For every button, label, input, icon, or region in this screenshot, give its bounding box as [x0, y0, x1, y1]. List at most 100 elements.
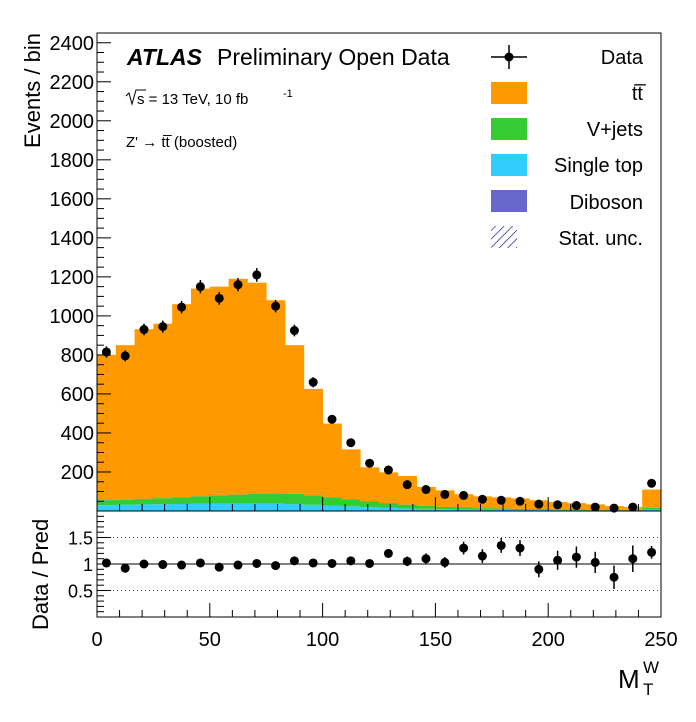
bar-tt-4: [172, 304, 192, 498]
data-point-13: [346, 438, 356, 448]
bar-single-top-2: [134, 504, 154, 511]
x-tick-label-0: 0: [91, 629, 102, 651]
bar-v-jets-13: [341, 499, 361, 507]
ratio-panel: 0.5 1 1.5 0 50 100 150 200 250 Data / Pred M W …: [28, 510, 678, 699]
bar-tt-17: [416, 487, 436, 506]
bar-v-jets-21: [491, 508, 511, 510]
data-point-10: [289, 326, 299, 336]
bar-tt-12: [322, 423, 342, 498]
ratio-reference-lines: [97, 537, 661, 591]
bar-tt-5: [190, 288, 211, 497]
main-y-tick-label-2: 600: [61, 384, 94, 406]
bar-single-top-16: [397, 508, 417, 511]
legend-label-ttbar: tt̅: [632, 83, 646, 105]
data-point-6: [214, 293, 224, 303]
bar-tt-7: [228, 278, 248, 495]
ratio-point-1: [120, 563, 130, 573]
data-point-0: [101, 347, 111, 357]
ratio-point-2: [139, 559, 149, 569]
main-y-axis: 200 400 600 800 1000 1200 1400 1600 1800 2000 2200…: [50, 32, 111, 502]
bar-single-top-21: [491, 509, 511, 511]
x-tick-label-5: 250: [644, 629, 677, 651]
data-point-26: [590, 502, 600, 512]
x-axis-title: M W T: [618, 658, 659, 699]
data-point-11: [308, 377, 318, 387]
data-point-21: [496, 495, 506, 505]
data-point-14: [365, 458, 375, 468]
ratio-y-tick-label-2: 1.5: [68, 529, 93, 549]
bar-tt-1: [115, 345, 135, 500]
bar-single-top-4: [172, 503, 192, 511]
main-y-tick-label-11: 2400: [50, 33, 95, 55]
ratio-point-26: [590, 557, 600, 567]
x-tick-label-3: 150: [419, 629, 452, 651]
bar-v-jets-4: [172, 497, 192, 504]
ratio-point-29: [647, 547, 657, 557]
bar-tt-14: [360, 467, 380, 502]
legend: Data tt̅ V+jets Single top Diboson Stat.…: [491, 45, 646, 250]
legend-entry-vjets: V+jets: [491, 118, 643, 141]
main-x-ticks: [96, 497, 662, 511]
ratio-point-12: [327, 558, 337, 568]
bar-tt-11: [303, 388, 323, 496]
bar-v-jets-18: [435, 506, 455, 510]
main-y-tick-label-7: 1600: [50, 189, 95, 211]
data-point-7: [233, 280, 243, 290]
main-y-tick-label-8: 1800: [50, 150, 95, 172]
legend-entry-singletop: Single top: [491, 154, 643, 177]
bar-tt-0: [97, 354, 117, 501]
bar-tt-2: [134, 329, 154, 499]
bar-v-jets-6: [209, 495, 229, 504]
bar-v-jets-9: [266, 493, 286, 504]
ratio-point-19: [459, 543, 469, 553]
ratio-y-axis-title: Data / Pred: [28, 519, 53, 630]
main-y-tick-label-3: 800: [61, 345, 94, 367]
data-point-25: [571, 501, 581, 511]
bar-v-jets-29: [642, 507, 662, 510]
main-y-tick-label-5: 1200: [50, 267, 95, 289]
bar-v-jets-8: [247, 493, 267, 504]
atlas-label: ATLAS Preliminary Open Data s = 13 TeV, …: [125, 44, 450, 151]
bar-single-top-18: [435, 509, 455, 511]
ratio-point-23: [534, 564, 544, 574]
ratio-y-tick-label-0: 0.5: [68, 582, 93, 602]
data-point-23: [534, 499, 544, 509]
ratio-point-28: [628, 554, 638, 564]
energy-label: s = 13 TeV, 10 fb -1: [125, 88, 293, 108]
legend-label-statunc: Stat. unc.: [559, 228, 644, 250]
stacked-histogram: [97, 278, 662, 511]
energy-text: s = 13 TeV, 10 fb: [137, 91, 248, 108]
bar-single-top-6: [209, 503, 229, 511]
bar-single-top-7: [228, 503, 248, 511]
data-point-3: [158, 322, 168, 332]
ratio-y-tick-label-1: 1: [83, 555, 93, 575]
ratio-y-axis: 0.5 1 1.5: [68, 515, 111, 613]
data-point-18: [440, 489, 450, 499]
x-axis-title-sub: T: [643, 680, 653, 699]
ratio-point-24: [553, 555, 563, 565]
ratio-point-6: [214, 562, 224, 572]
bar-v-jets-3: [153, 498, 173, 505]
bar-v-jets-2: [134, 499, 154, 505]
bar-single-top-9: [266, 503, 286, 511]
bar-single-top-10: [284, 504, 305, 511]
x-tick-label-2: 100: [306, 629, 339, 651]
data-point-2: [139, 325, 149, 335]
data-point-22: [515, 496, 525, 506]
bar-tt-9: [266, 300, 286, 494]
legend-label-vjets: V+jets: [587, 119, 643, 141]
atlas-logo-text: ATLAS: [126, 44, 203, 70]
ratio-point-10: [289, 556, 299, 566]
bar-single-top-14: [360, 507, 380, 511]
main-y-axis-title: Events / bin: [20, 33, 45, 148]
bar-tt-10: [284, 345, 305, 494]
bar-v-jets-16: [397, 504, 417, 509]
main-y-tick-label-9: 2000: [50, 111, 95, 133]
ratio-point-20: [477, 551, 487, 561]
bar-v-jets-1: [115, 499, 135, 505]
legend-entry-statunc: Stat. unc.: [491, 226, 643, 250]
bar-single-top-0: [97, 505, 117, 511]
bar-tt-29: [642, 489, 662, 508]
ratio-point-27: [609, 572, 619, 582]
main-y-tick-label-4: 1000: [50, 306, 95, 328]
